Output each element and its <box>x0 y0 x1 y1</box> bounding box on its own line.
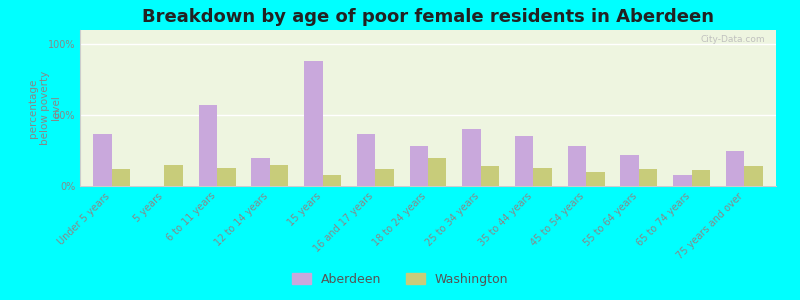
Title: Breakdown by age of poor female residents in Aberdeen: Breakdown by age of poor female resident… <box>142 8 714 26</box>
Bar <box>93 134 112 186</box>
Bar <box>304 61 322 186</box>
Bar <box>270 165 288 186</box>
Bar <box>375 169 394 186</box>
Bar <box>692 170 710 186</box>
Bar <box>112 169 130 186</box>
Bar <box>673 175 692 186</box>
Bar <box>428 158 446 186</box>
Bar <box>322 175 341 186</box>
Bar <box>515 136 534 186</box>
Bar <box>726 151 744 186</box>
Bar <box>217 168 235 186</box>
Bar <box>586 172 605 186</box>
Bar <box>251 158 270 186</box>
Bar <box>744 166 763 186</box>
Bar <box>357 134 375 186</box>
Bar <box>621 155 639 186</box>
Bar <box>164 165 183 186</box>
Text: City-Data.com: City-Data.com <box>701 35 766 44</box>
Bar <box>568 146 586 186</box>
Bar <box>534 168 552 186</box>
Y-axis label: percentage
below poverty
level: percentage below poverty level <box>28 71 62 145</box>
Legend: Aberdeen, Washington: Aberdeen, Washington <box>287 268 513 291</box>
Bar <box>639 169 658 186</box>
Bar <box>462 129 481 186</box>
Bar <box>410 146 428 186</box>
Bar <box>198 105 217 186</box>
Bar <box>481 166 499 186</box>
